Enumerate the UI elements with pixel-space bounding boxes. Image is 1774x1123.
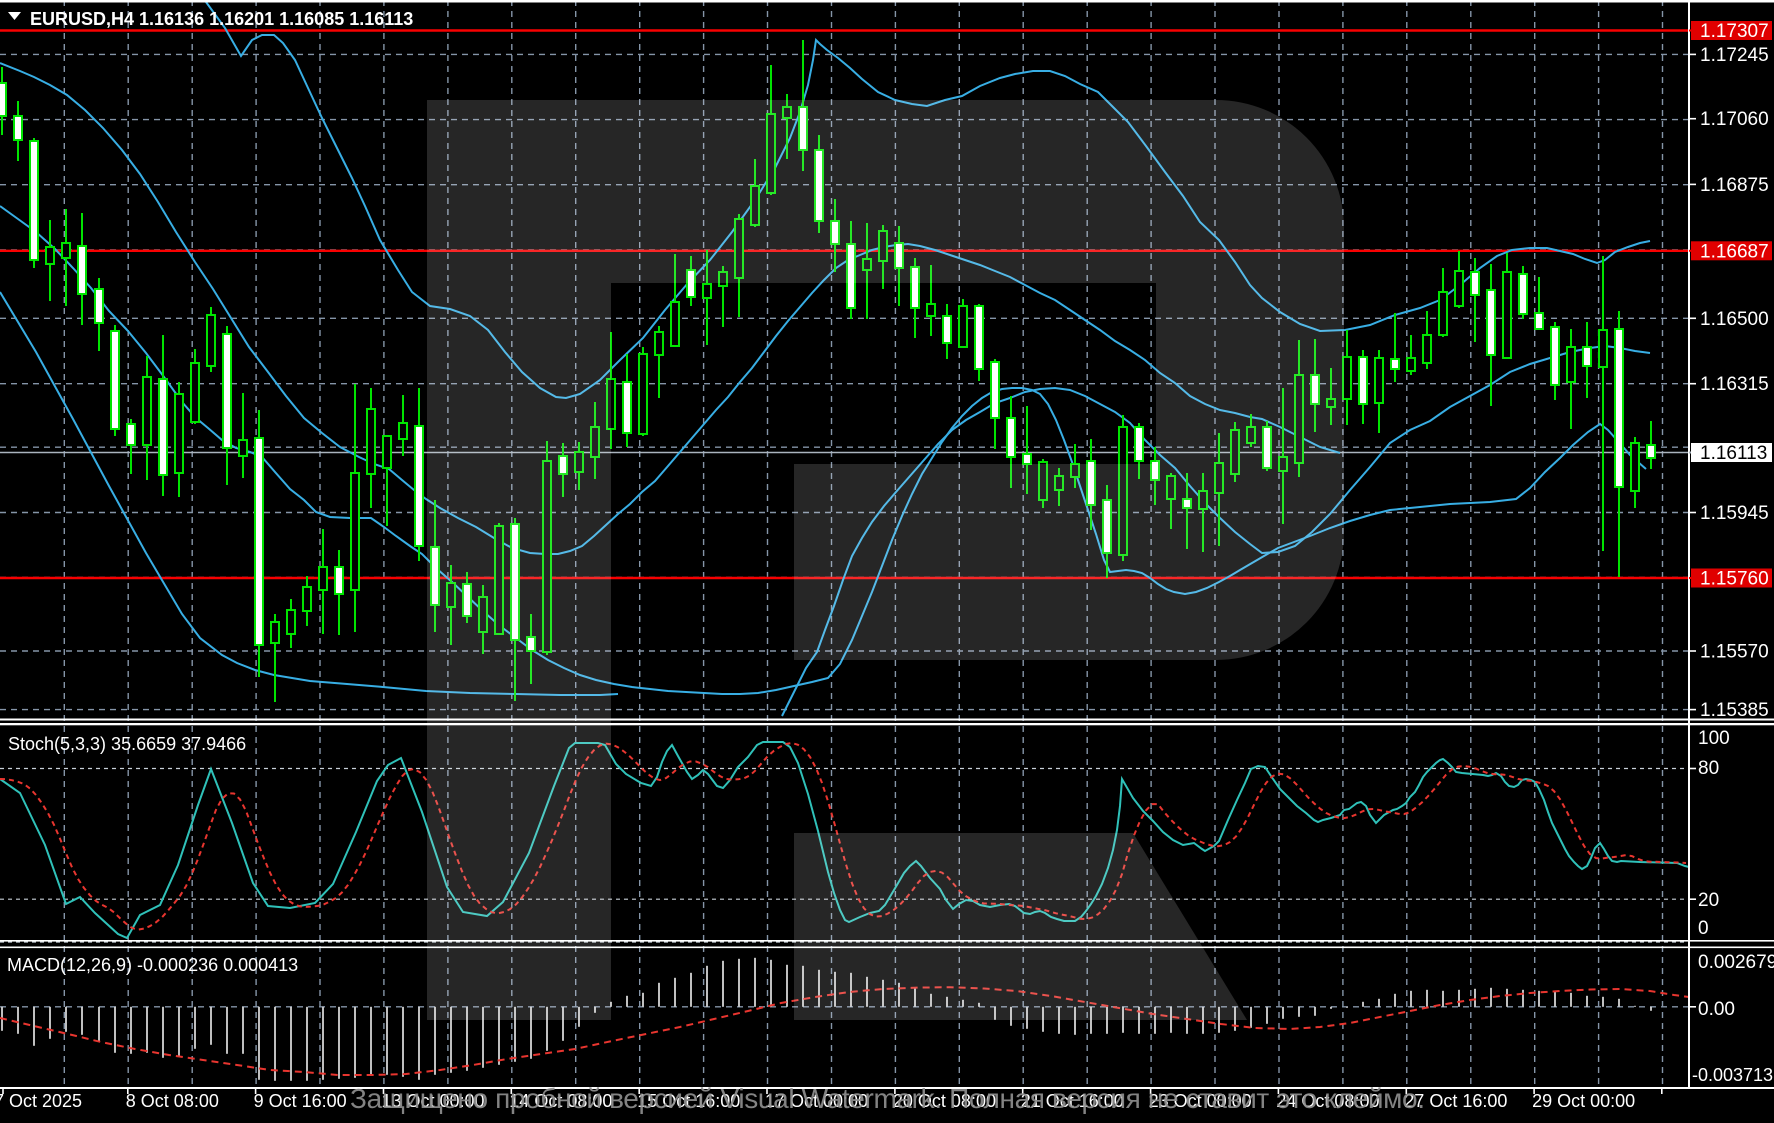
svg-text:1.16687: 1.16687 — [1700, 241, 1769, 262]
svg-text:9 Oct 16:00: 9 Oct 16:00 — [254, 1091, 347, 1111]
svg-text:1.15760: 1.15760 — [1700, 569, 1769, 590]
svg-text:1.17245: 1.17245 — [1700, 45, 1769, 66]
svg-text:Stoch(5,3,3) 35.6659 37.9466: Stoch(5,3,3) 35.6659 37.9466 — [8, 734, 246, 754]
svg-text:1.16315: 1.16315 — [1700, 374, 1769, 395]
svg-text:0.002679: 0.002679 — [1698, 952, 1774, 973]
svg-text:1.15570: 1.15570 — [1700, 642, 1769, 663]
svg-text:29 Oct 00:00: 29 Oct 00:00 — [1532, 1091, 1635, 1111]
svg-text:20: 20 — [1698, 890, 1719, 911]
svg-text:1.16500: 1.16500 — [1700, 309, 1769, 330]
svg-text:EURUSD,H4 1.16136 1.16201 1.1: EURUSD,H4 1.16136 1.16201 1.16085 1.1611… — [30, 9, 413, 29]
svg-text:0.00: 0.00 — [1698, 999, 1735, 1020]
svg-text:80: 80 — [1698, 758, 1719, 779]
svg-text:MACD(12,26,9) -0.000236 0.0004: MACD(12,26,9) -0.000236 0.000413 — [7, 955, 298, 975]
svg-text:1.15385: 1.15385 — [1700, 700, 1769, 721]
svg-text:Защищено пробной версией Visua: Защищено пробной версией Visual Watermar… — [350, 1083, 1425, 1114]
svg-text:100: 100 — [1698, 728, 1730, 749]
svg-text:-0.003713: -0.003713 — [1692, 1065, 1773, 1085]
svg-text:1.16113: 1.16113 — [1700, 443, 1767, 464]
svg-text:1.16875: 1.16875 — [1700, 175, 1769, 196]
svg-text:8 Oct 08:00: 8 Oct 08:00 — [126, 1091, 219, 1111]
svg-text:1.15945: 1.15945 — [1700, 503, 1769, 524]
svg-text:7 Oct 2025: 7 Oct 2025 — [0, 1091, 82, 1111]
svg-text:1.17060: 1.17060 — [1700, 109, 1769, 130]
svg-text:1.17307: 1.17307 — [1700, 21, 1769, 42]
svg-text:0: 0 — [1698, 918, 1709, 939]
